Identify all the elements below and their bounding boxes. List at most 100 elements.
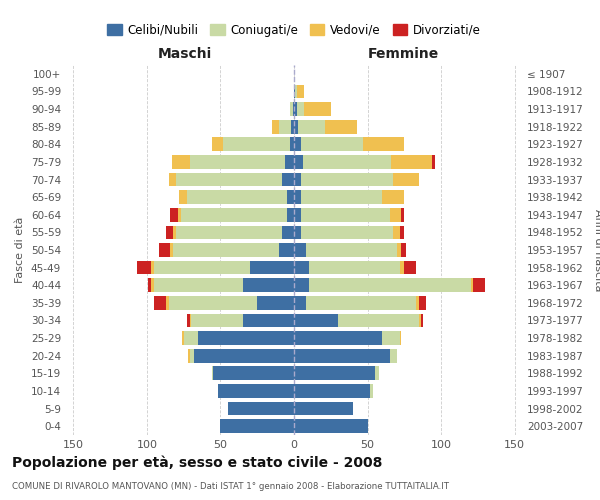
- Bar: [294, 102, 297, 116]
- Bar: [194, 349, 294, 362]
- Bar: [282, 226, 294, 239]
- Bar: [190, 314, 191, 328]
- Bar: [294, 278, 309, 292]
- Bar: [169, 172, 176, 186]
- Bar: [303, 155, 391, 169]
- Bar: [188, 349, 190, 362]
- Bar: [282, 172, 294, 186]
- Bar: [389, 349, 397, 362]
- Bar: [181, 208, 287, 222]
- Bar: [151, 278, 154, 292]
- Bar: [212, 366, 213, 380]
- Bar: [397, 243, 401, 257]
- Bar: [400, 331, 401, 345]
- Bar: [287, 190, 294, 204]
- Bar: [294, 260, 309, 274]
- Bar: [170, 243, 173, 257]
- Bar: [306, 243, 397, 257]
- Bar: [191, 314, 242, 328]
- Y-axis label: Anni di nascita: Anni di nascita: [593, 209, 600, 291]
- Bar: [298, 120, 325, 134]
- Bar: [154, 278, 242, 292]
- Bar: [279, 120, 291, 134]
- Bar: [218, 384, 294, 398]
- Bar: [325, 120, 357, 134]
- Bar: [293, 102, 294, 116]
- Bar: [148, 278, 151, 292]
- Bar: [294, 331, 382, 345]
- Bar: [294, 384, 370, 398]
- Bar: [166, 296, 169, 310]
- Text: Popolazione per età, sesso e stato civile - 2008: Popolazione per età, sesso e stato civil…: [12, 456, 382, 470]
- Bar: [173, 226, 176, 239]
- Bar: [242, 278, 294, 292]
- Bar: [250, 260, 294, 274]
- Bar: [389, 208, 401, 222]
- Bar: [294, 172, 301, 186]
- Bar: [170, 208, 178, 222]
- Bar: [199, 331, 294, 345]
- Bar: [228, 402, 294, 415]
- Bar: [290, 138, 294, 151]
- Bar: [294, 84, 295, 98]
- Bar: [294, 420, 368, 433]
- Bar: [154, 260, 250, 274]
- Bar: [294, 314, 338, 328]
- Bar: [294, 155, 303, 169]
- Bar: [375, 366, 379, 380]
- Bar: [151, 260, 154, 274]
- Bar: [294, 366, 375, 380]
- Bar: [432, 155, 435, 169]
- Bar: [382, 331, 400, 345]
- Bar: [154, 296, 166, 310]
- Bar: [401, 243, 406, 257]
- Bar: [212, 138, 223, 151]
- Bar: [294, 226, 301, 239]
- Bar: [291, 120, 294, 134]
- Bar: [400, 260, 404, 274]
- Bar: [294, 138, 301, 151]
- Bar: [304, 102, 331, 116]
- Bar: [287, 208, 294, 222]
- Bar: [338, 314, 419, 328]
- Bar: [178, 208, 181, 222]
- Bar: [294, 402, 353, 415]
- Bar: [294, 243, 306, 257]
- Bar: [158, 243, 170, 257]
- Bar: [242, 314, 294, 328]
- Bar: [169, 296, 257, 310]
- Bar: [187, 190, 287, 204]
- Bar: [470, 278, 473, 292]
- Bar: [301, 172, 392, 186]
- Bar: [290, 102, 293, 116]
- Legend: Celibi/Nubili, Coniugati/e, Vedovi/e, Divorziati/e: Celibi/Nubili, Coniugati/e, Vedovi/e, Di…: [103, 19, 485, 42]
- Bar: [272, 120, 279, 134]
- Bar: [400, 226, 404, 239]
- Bar: [401, 208, 404, 222]
- Bar: [294, 120, 298, 134]
- Y-axis label: Fasce di età: Fasce di età: [16, 217, 25, 283]
- Bar: [297, 102, 304, 116]
- Bar: [213, 366, 294, 380]
- Bar: [294, 190, 301, 204]
- Bar: [190, 155, 285, 169]
- Bar: [301, 226, 392, 239]
- Bar: [172, 155, 190, 169]
- Bar: [363, 138, 404, 151]
- Bar: [294, 296, 306, 310]
- Bar: [309, 260, 400, 274]
- Bar: [473, 278, 485, 292]
- Bar: [301, 190, 382, 204]
- Bar: [187, 314, 190, 328]
- Text: COMUNE DI RIVAROLO MANTOVANO (MN) - Dati ISTAT 1° gennaio 2008 - Elaborazione TU: COMUNE DI RIVAROLO MANTOVANO (MN) - Dati…: [12, 482, 449, 491]
- Bar: [301, 208, 389, 222]
- Bar: [285, 155, 294, 169]
- Bar: [220, 420, 294, 433]
- Bar: [190, 349, 194, 362]
- Bar: [176, 172, 282, 186]
- Bar: [392, 172, 419, 186]
- Bar: [419, 296, 427, 310]
- Text: Femmine: Femmine: [368, 48, 439, 62]
- Bar: [301, 138, 363, 151]
- Bar: [279, 243, 294, 257]
